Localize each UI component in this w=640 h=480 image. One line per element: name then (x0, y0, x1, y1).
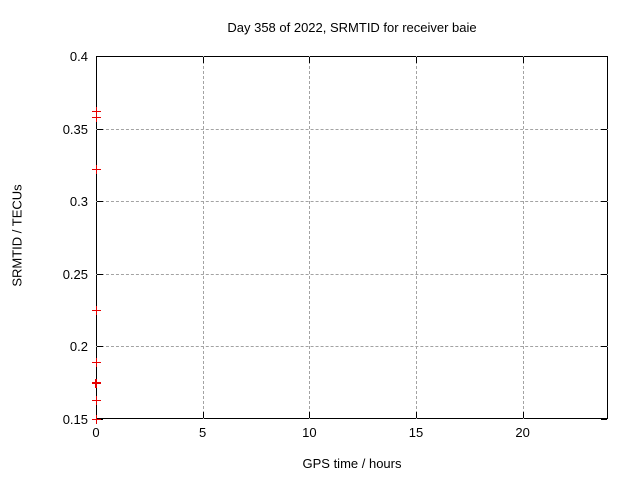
data-point-marker (96, 113, 97, 122)
y-tick-mark (601, 346, 607, 348)
x-tick-mark (416, 412, 417, 418)
grid-line-horizontal (96, 201, 608, 203)
grid-line-vertical (522, 56, 524, 419)
data-point-marker (96, 306, 97, 315)
y-tick-label: 0.15 (62, 412, 88, 427)
x-tick-mark (522, 412, 524, 418)
x-tick-mark (202, 412, 204, 418)
data-point-marker (96, 165, 97, 174)
grid-line-horizontal (96, 273, 608, 275)
y-tick-mark (97, 201, 103, 203)
data-point-marker (96, 396, 97, 405)
data-point-marker (95, 379, 97, 388)
y-tick-label: 0.4 (69, 49, 88, 64)
grid-line-horizontal (96, 346, 608, 348)
x-tick-label: 15 (408, 425, 424, 440)
y-tick-mark (97, 128, 103, 130)
x-tick-label: 20 (515, 425, 530, 440)
y-tick-mark (97, 56, 103, 57)
y-tick-mark (97, 346, 103, 348)
x-tick-mark (96, 57, 97, 63)
y-tick-label: 0.2 (69, 339, 88, 355)
chart-title: Day 358 of 2022, SRMTID for receiver bai… (227, 20, 477, 35)
x-axis-label: GPS time / hours (302, 456, 402, 471)
x-tick-label: 10 (302, 425, 317, 440)
y-tick-mark (601, 419, 607, 420)
grid-line-vertical (202, 56, 204, 419)
data-point-marker (96, 107, 97, 116)
y-tick-label: 0.35 (62, 121, 88, 137)
x-tick-mark (522, 57, 524, 63)
grid-line-vertical (309, 56, 311, 419)
x-tick-label: 5 (199, 425, 207, 440)
x-tick-mark (416, 57, 417, 63)
y-tick-mark (601, 201, 607, 203)
plot-area (96, 56, 608, 419)
y-tick-mark (97, 273, 103, 275)
x-tick-label: 0 (92, 425, 100, 440)
x-tick-mark (309, 57, 311, 63)
data-point-marker (96, 358, 97, 367)
y-tick-mark (601, 56, 607, 57)
y-tick-mark (601, 273, 607, 275)
data-point-marker (96, 415, 97, 424)
y-tick-label: 0.25 (62, 266, 88, 282)
grid-line-vertical (416, 56, 417, 419)
y-tick-label: 0.3 (69, 194, 88, 210)
x-tick-mark (202, 57, 204, 63)
x-tick-mark (309, 412, 311, 418)
grid-line-horizontal (96, 128, 608, 130)
y-tick-mark (601, 128, 607, 130)
